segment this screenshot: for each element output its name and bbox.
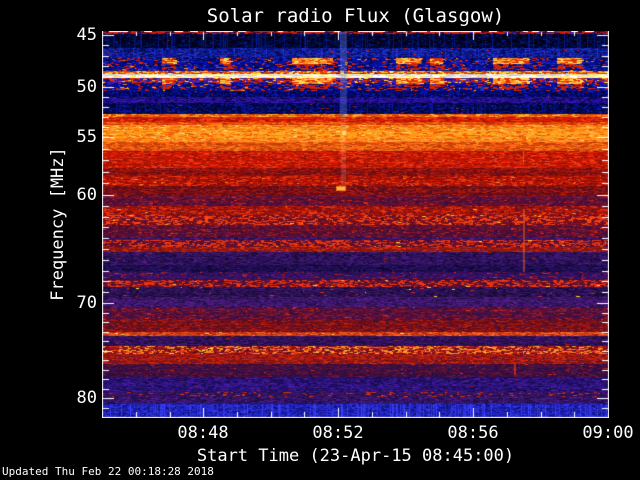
x-axis-label: Start Time (23-Apr-15 08:45:00) xyxy=(196,446,515,466)
x-tick-label: 08:52 xyxy=(312,423,364,443)
y-tick-label: 60 xyxy=(76,185,97,205)
chart-title: Solar radio Flux (Glasgow) xyxy=(206,5,505,27)
x-tick-label: 09:00 xyxy=(582,423,634,443)
y-tick-label: 55 xyxy=(76,127,97,147)
y-axis-label: Frequency [MHz] xyxy=(48,147,68,301)
spectrogram-heatmap xyxy=(102,31,609,418)
y-tick-label: 70 xyxy=(76,293,97,313)
x-tick-label: 08:48 xyxy=(177,423,229,443)
y-tick-label: 50 xyxy=(76,77,97,97)
y-tick-label: 45 xyxy=(76,25,97,45)
x-tick-label: 08:56 xyxy=(447,423,499,443)
updated-timestamp: Updated Thu Feb 22 00:18:28 2018 xyxy=(2,465,214,478)
y-tick-label: 80 xyxy=(76,388,97,408)
